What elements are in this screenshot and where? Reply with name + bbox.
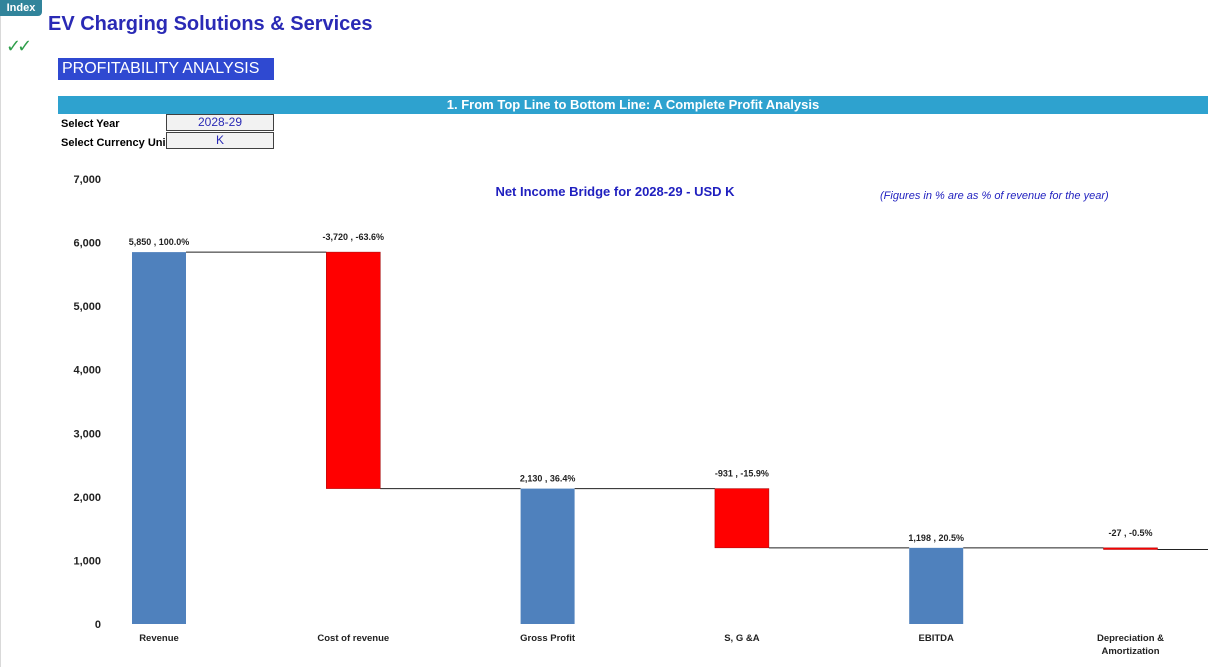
data-label: 1,198 , 20.5% xyxy=(908,533,964,543)
chart-note: (Figures in % are as % of revenue for th… xyxy=(880,190,1109,202)
y-tick-label: 0 xyxy=(95,619,101,631)
data-label: -3,720 , -63.6% xyxy=(323,232,385,242)
category-label-line: Amortization xyxy=(1101,646,1159,657)
waterfall-bar xyxy=(132,252,186,624)
category-label-line: S, G &A xyxy=(724,633,760,644)
app-title: EV Charging Solutions & Services xyxy=(48,13,373,35)
y-tick-label: 6,000 xyxy=(73,238,101,250)
waterfall-bar xyxy=(520,488,575,624)
waterfall-bar xyxy=(1103,547,1158,550)
category-label-line: Revenue xyxy=(139,633,179,644)
y-tick-label: 1,000 xyxy=(73,555,101,567)
category-label: EBITDA xyxy=(919,633,955,644)
data-label: 2,130 , 36.4% xyxy=(520,474,576,484)
currency-label: Select Currency Uni xyxy=(61,137,166,149)
category-label: Depreciation & Amortization xyxy=(1097,633,1164,657)
y-tick-label: 7,000 xyxy=(73,174,101,186)
year-select[interactable]: 2028-29 xyxy=(166,114,274,131)
waterfall-bar xyxy=(326,251,381,489)
section-label: PROFITABILITY ANALYSIS xyxy=(58,58,274,80)
category-label-line: Cost of revenue xyxy=(317,633,389,644)
currency-select[interactable]: K xyxy=(166,132,274,149)
y-tick-label: 3,000 xyxy=(73,428,101,440)
section-banner: 1. From Top Line to Bottom Line: A Compl… xyxy=(58,96,1208,114)
year-label: Select Year xyxy=(61,118,120,130)
category-label: Revenue xyxy=(139,633,179,644)
category-label: S, G &A xyxy=(724,633,760,644)
index-tab[interactable]: Index xyxy=(0,0,42,16)
category-label-line: Gross Profit xyxy=(520,633,576,644)
sheet-left-rule xyxy=(0,0,1,667)
category-label: Cost of revenue xyxy=(317,633,389,644)
data-label: -931 , -15.9% xyxy=(715,469,769,479)
category-label: Gross Profit xyxy=(520,633,576,644)
y-tick-label: 5,000 xyxy=(73,301,101,313)
category-label-line: Depreciation & xyxy=(1097,633,1164,644)
category-label-line: EBITDA xyxy=(919,633,955,644)
data-label: 5,850 , 100.0% xyxy=(129,237,190,247)
data-label: -27 , -0.5% xyxy=(1108,528,1152,538)
double-check-icon: ✓✓ xyxy=(6,36,32,57)
y-tick-label: 2,000 xyxy=(73,492,101,504)
waterfall-bar xyxy=(714,488,770,549)
y-tick-label: 4,000 xyxy=(73,365,101,377)
waterfall-bar xyxy=(909,547,964,624)
chart-title: Net Income Bridge for 2028-29 - USD K xyxy=(495,184,735,199)
